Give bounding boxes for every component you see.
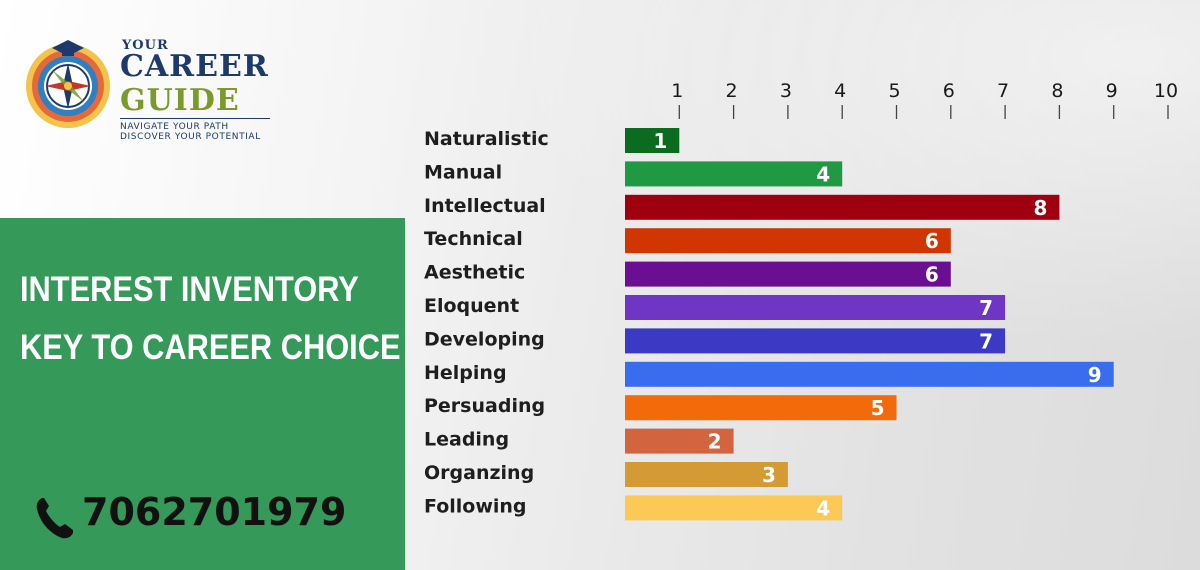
x-tick-label-9: 9	[1106, 80, 1118, 102]
bar-naturalistic	[625, 128, 680, 153]
category-label-persuading: Persuading	[424, 395, 545, 417]
category-label-developing: Developing	[424, 328, 545, 350]
bar-persuading	[625, 395, 897, 421]
category-label-intellectual: Intellectual	[424, 195, 546, 217]
logo-divider	[120, 118, 270, 119]
x-tick-label-3: 3	[780, 80, 792, 102]
category-label-naturalistic: Naturalistic	[424, 128, 549, 150]
logo-tagline-2: DISCOVER YOUR POTENTIAL	[120, 132, 261, 142]
value-label-helping: 9	[1088, 363, 1102, 387]
x-tick-label-7: 7	[997, 80, 1009, 102]
x-tick-label-5: 5	[888, 80, 900, 102]
x-tick-label-8: 8	[1051, 80, 1063, 102]
value-label-naturalistic: 1	[653, 129, 667, 153]
logo-text-career: CAREER	[120, 49, 269, 84]
value-label-leading: 2	[708, 430, 722, 454]
bar-following	[625, 495, 843, 521]
value-label-persuading: 5	[871, 396, 885, 420]
phone-number[interactable]: 7062701979	[82, 490, 347, 534]
heading-line-2: KEY TO CAREER CHOICE	[20, 328, 401, 367]
interest-bar-chart: 1 2 3 4 5 6 7 8 9 10 Naturalistic 1 Manual 4 Intellect…	[424, 80, 1178, 521]
bar-manual	[625, 161, 843, 187]
x-tick-label-1: 1	[671, 80, 683, 102]
brand-logo[interactable]: YOUR CAREER GUIDE NAVIGATE YOUR PATH DIS…	[22, 38, 282, 148]
bar-organzing	[625, 462, 788, 487]
info-panel: INTEREST INVENTORY KEY TO CAREER CHOICE …	[0, 218, 405, 570]
value-label-manual: 4	[816, 162, 830, 186]
x-tick-label-2: 2	[726, 80, 738, 102]
category-label-aesthetic: Aesthetic	[424, 262, 525, 284]
phone-icon	[36, 498, 73, 539]
logo-text-your: YOUR	[122, 38, 169, 53]
heading-line-1: INTEREST INVENTORY	[20, 270, 359, 309]
bar-aesthetic	[625, 261, 951, 287]
value-label-eloquent: 7	[979, 296, 993, 320]
bar-leading	[625, 428, 734, 454]
category-label-following: Following	[424, 495, 527, 517]
bar-helping	[625, 361, 1114, 387]
bar-technical	[625, 228, 951, 254]
compass-logo-icon	[26, 40, 110, 128]
category-label-manual: Manual	[424, 161, 502, 183]
x-tick-label-10: 10	[1154, 80, 1178, 102]
bar-intellectual	[625, 194, 1060, 220]
category-label-technical: Technical	[424, 228, 523, 250]
x-tick-label-4: 4	[834, 80, 846, 102]
value-label-organzing: 3	[762, 463, 776, 487]
bar-developing	[625, 328, 1006, 354]
category-label-leading: Leading	[424, 429, 509, 451]
category-label-eloquent: Eloquent	[424, 295, 519, 317]
category-label-organzing: Organzing	[424, 462, 534, 484]
logo-tagline-1: NAVIGATE YOUR PATH	[120, 122, 229, 132]
value-label-following: 4	[816, 496, 830, 520]
value-label-aesthetic: 6	[925, 263, 939, 287]
bar-eloquent	[625, 295, 1006, 320]
value-label-technical: 6	[925, 229, 939, 253]
value-label-developing: 7	[979, 329, 993, 353]
value-label-intellectual: 8	[1033, 196, 1047, 220]
x-tick-label-6: 6	[943, 80, 955, 102]
category-label-helping: Helping	[424, 362, 507, 384]
logo-text-guide: GUIDE	[120, 83, 240, 118]
